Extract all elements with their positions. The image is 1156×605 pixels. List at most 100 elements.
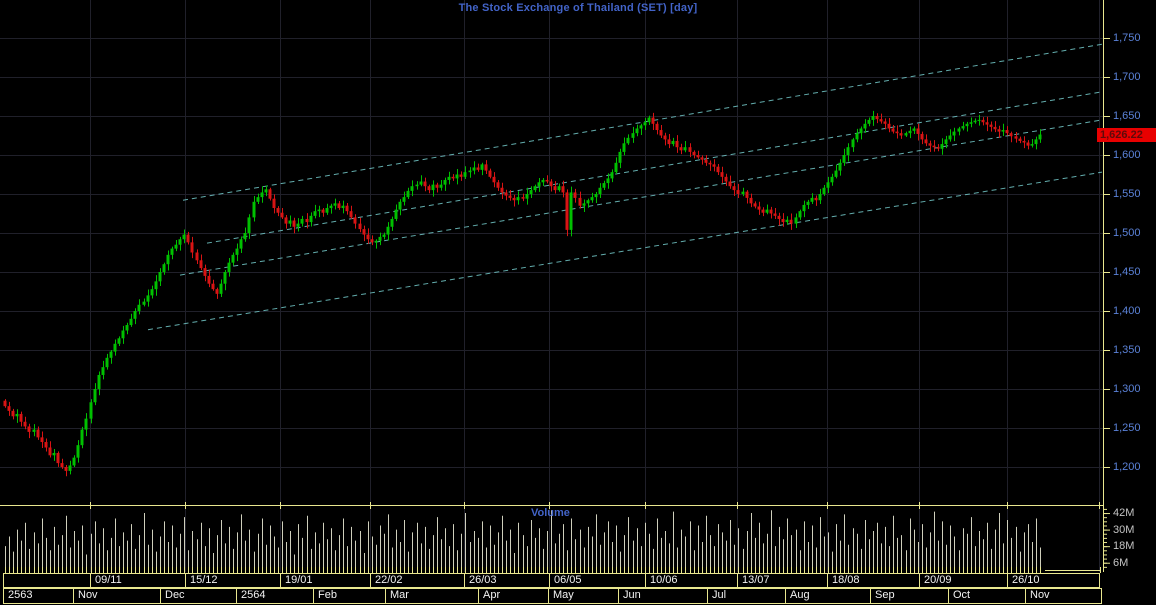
candle-body-down xyxy=(349,211,353,218)
candle-body-up xyxy=(252,201,256,218)
candle-body-down xyxy=(11,410,15,417)
candle-body-down xyxy=(708,162,712,165)
candle-body-down xyxy=(451,176,455,179)
candle-body-up xyxy=(863,123,867,129)
candle-body-up xyxy=(765,209,769,213)
candle-body-up xyxy=(105,357,109,368)
candle-body-down xyxy=(1026,142,1030,146)
candle-body-up xyxy=(439,184,443,188)
candle-body-down xyxy=(423,181,427,187)
candle-body-down xyxy=(268,189,272,199)
candle-body-down xyxy=(561,186,565,193)
candle-body-down xyxy=(883,121,887,124)
candle-body-down xyxy=(936,147,940,149)
candle-body-up xyxy=(569,192,573,230)
candle-body-up xyxy=(480,164,484,170)
candle-body-up xyxy=(386,226,390,235)
candle-body-down xyxy=(993,126,997,130)
candle-body-up xyxy=(671,140,675,145)
candle-body-up xyxy=(170,248,174,255)
candle-body-down xyxy=(27,426,31,432)
candle-body-up xyxy=(113,343,117,352)
candle-body-up xyxy=(329,205,333,209)
candle-body-up xyxy=(798,211,802,218)
candle-body-up xyxy=(871,116,875,120)
candle-body-down xyxy=(64,467,68,471)
candle-body-up xyxy=(129,318,133,326)
candle-body-down xyxy=(23,421,27,427)
candle-body-up xyxy=(610,172,614,179)
candle-body-down xyxy=(272,198,276,209)
candle-body-up xyxy=(97,374,101,389)
date-box xyxy=(3,573,91,588)
candle-body-down xyxy=(875,116,879,120)
last-price-tag: 1,626.22 xyxy=(1097,127,1156,142)
month-box: Mar xyxy=(385,588,479,604)
candle-body-up xyxy=(76,445,80,458)
candle-body-up xyxy=(166,254,170,265)
candle-body-down xyxy=(353,217,357,224)
candle-body-down xyxy=(667,139,671,145)
candle-body-down xyxy=(370,239,374,243)
candle-body-down xyxy=(651,117,655,124)
candle-body-down xyxy=(985,122,989,125)
candle-body-down xyxy=(924,139,928,144)
candle-body-up xyxy=(602,183,606,188)
candle-body-up xyxy=(973,120,977,123)
candle-body-down xyxy=(358,223,362,230)
candle-body-up xyxy=(537,182,541,187)
candle-body-down xyxy=(997,129,1001,132)
candle-body-down xyxy=(280,212,284,218)
candle-body-down xyxy=(488,170,492,177)
candle-body-down xyxy=(1005,130,1009,134)
candle-body-down xyxy=(989,124,993,127)
candle-body-down xyxy=(60,463,64,467)
candle-body-down xyxy=(195,252,199,261)
candle-body-up xyxy=(598,187,602,194)
candle-body-up xyxy=(969,122,973,124)
candle-body-up xyxy=(146,295,150,302)
candle-body-down xyxy=(932,145,936,148)
candle-body-down xyxy=(712,164,716,167)
candle-body-up xyxy=(557,186,561,191)
candle-body-up xyxy=(309,215,313,223)
candle-body-up xyxy=(647,117,651,123)
month-box: Aug xyxy=(785,588,871,604)
candle-body-up xyxy=(952,131,956,136)
candle-body-up xyxy=(468,170,472,173)
candle-body-down xyxy=(928,143,932,146)
volume-pane-label[interactable]: Volume xyxy=(531,507,570,519)
candle-body-up xyxy=(378,236,382,241)
candle-body-up xyxy=(594,194,598,198)
candle-body-down xyxy=(305,218,309,223)
candle-body-up xyxy=(182,234,186,240)
candle-body-up xyxy=(626,137,630,144)
candle-body-up xyxy=(810,197,814,202)
candle-body-up xyxy=(223,272,227,284)
candle-body-up xyxy=(121,330,125,339)
candle-body-up xyxy=(904,133,908,136)
last-price-value: 1,626.22 xyxy=(1100,128,1143,141)
candle-body-down xyxy=(879,119,883,122)
candle-body-up xyxy=(590,197,594,201)
candle-body-down xyxy=(427,186,431,191)
candle-body-up xyxy=(586,200,590,204)
candle-body-up xyxy=(948,135,952,140)
candle-body-up xyxy=(965,123,969,127)
candle-body-down xyxy=(512,197,516,201)
candle-body-up xyxy=(443,179,447,185)
candle-body-down xyxy=(211,283,215,290)
candle-body-down xyxy=(508,195,512,198)
candle-body-up xyxy=(683,147,687,151)
candle-body-up xyxy=(431,184,435,191)
candle-body-down xyxy=(553,186,557,191)
candle-body-up xyxy=(606,178,610,184)
candle-body-up xyxy=(231,254,235,263)
date-box: 19/01 xyxy=(280,573,371,588)
candle-body-down xyxy=(728,181,732,187)
candle-body-down xyxy=(337,203,341,209)
month-box: Sep xyxy=(870,588,949,604)
date-box: 15/12 xyxy=(185,573,281,588)
date-box: 26/10 xyxy=(1007,573,1100,588)
